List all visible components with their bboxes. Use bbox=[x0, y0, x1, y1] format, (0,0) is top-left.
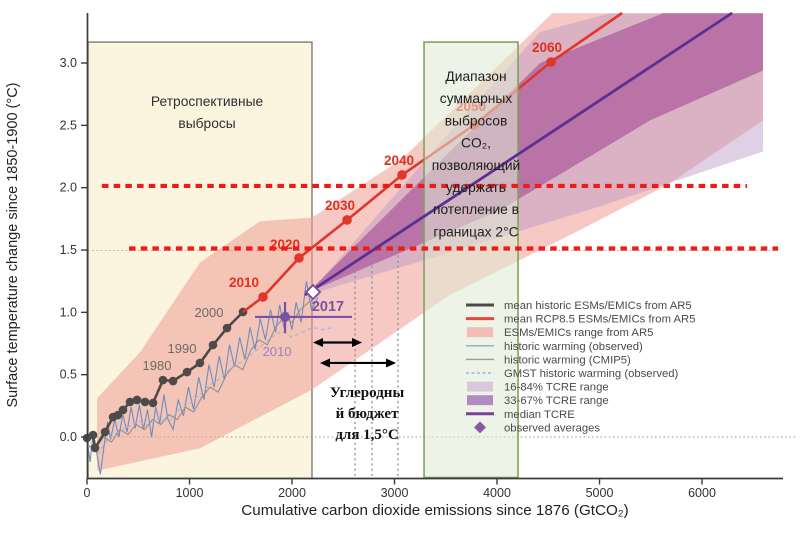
x-tick-label: 1000 bbox=[176, 486, 204, 500]
gmst-warming-line bbox=[87, 326, 334, 456]
year-label: 2010 bbox=[229, 275, 259, 290]
observed-warming-line bbox=[87, 281, 319, 475]
retrospective-emissions-label: Ретроспективные выбросы bbox=[151, 94, 264, 131]
historic-wiggle-lines bbox=[87, 281, 334, 475]
rcp85-decade-dot bbox=[342, 215, 352, 225]
x-tick-label: 6000 bbox=[688, 486, 716, 500]
carbon-budget-label-line: для 1,5°C bbox=[335, 427, 398, 443]
carbon-budget-label-line: й бюджет bbox=[336, 406, 399, 422]
year-label: 1980 bbox=[143, 358, 172, 373]
observed-averages-markers bbox=[255, 283, 352, 334]
co2-range-label-line: Диапазон bbox=[445, 69, 506, 84]
legend-label: historic warming (CMIP5) bbox=[504, 354, 631, 366]
historic-decade-dot bbox=[88, 430, 98, 440]
legend-label: 16-84% TCRE range bbox=[504, 382, 609, 394]
rcp85-decade-dot bbox=[258, 292, 268, 302]
year-label: 2000 bbox=[195, 305, 224, 320]
legend-label: mean historic ESMs/EMICs from AR5 bbox=[504, 300, 692, 312]
year-label: 2060 bbox=[532, 40, 562, 55]
y-axis-title: Surface temperature change since 1850-19… bbox=[5, 83, 21, 408]
co2-range-label-line: суммарных bbox=[440, 91, 512, 106]
x-tick-label: 4000 bbox=[483, 486, 511, 500]
x-axis-title: Cumulative carbon dioxide emissions sinc… bbox=[241, 502, 628, 519]
year-label: 2020 bbox=[270, 237, 300, 252]
arrowhead-left bbox=[319, 358, 330, 368]
y-tick-label: 0.0 bbox=[60, 430, 77, 444]
x-tick-label: 3000 bbox=[381, 486, 409, 500]
carbon-budget-vlines bbox=[354, 245, 399, 479]
legend-label: observed averages bbox=[504, 422, 600, 434]
observed-2010-diamond bbox=[278, 310, 292, 324]
historic-decade-dot bbox=[195, 358, 205, 368]
cmip5-warming-line bbox=[87, 294, 319, 451]
legend-swatch-rect bbox=[467, 327, 493, 338]
carbon-budget-arrows bbox=[313, 338, 397, 368]
historic-decade-dot bbox=[125, 397, 135, 407]
legend: mean historic ESMs/EMICs from AR5 mean RC… bbox=[466, 300, 695, 434]
tick-labels: 0 1000 2000 3000 4000 5000 6000 0.0 0.5 1.0 1.5 2.0… bbox=[60, 56, 716, 500]
year-label: 2017 bbox=[312, 299, 344, 315]
carbon-budget-label: Углеродны й бюджет для 1,5°C bbox=[330, 385, 405, 443]
legend-label: historic warming (observed) bbox=[504, 341, 643, 353]
legend-label: ESMs/EMICs range from AR5 bbox=[504, 327, 653, 339]
co2-range-label-line: CO₂, bbox=[461, 136, 491, 151]
x-tick-label: 5000 bbox=[586, 486, 614, 500]
historic-decade-dot bbox=[168, 376, 178, 386]
legend-label: mean RCP8.5 ESMs/EMICs from AR5 bbox=[504, 314, 695, 326]
historic-decade-dot bbox=[158, 375, 168, 385]
y-tick-label: 3.0 bbox=[60, 56, 77, 70]
historic-decade-dot bbox=[182, 367, 192, 377]
co2-range-label-line: выбросов bbox=[445, 113, 508, 128]
historic-decade-dot bbox=[90, 443, 100, 453]
rcp85-decade-dot bbox=[397, 170, 407, 180]
historic-decade-dot bbox=[148, 398, 158, 408]
y-tick-label: 1.0 bbox=[60, 305, 77, 319]
y-tick-label: 0.5 bbox=[60, 368, 77, 382]
historic-decade-dot bbox=[140, 397, 150, 407]
retrospective-emissions-label-line: выбросы bbox=[178, 116, 235, 131]
x-tick-label: 0 bbox=[84, 486, 91, 500]
historic-decade-dot bbox=[118, 405, 128, 415]
co2-range-label-line: потепление в bbox=[433, 202, 519, 217]
arrowhead-left bbox=[313, 338, 324, 348]
x-tick-label: 2000 bbox=[278, 486, 306, 500]
co2-range-label-line: границах 2°C bbox=[433, 224, 518, 239]
axes bbox=[86, 13, 783, 480]
observed-2017-diamond bbox=[304, 283, 322, 301]
tick-marks bbox=[81, 62, 703, 485]
y-tick-label: 2.5 bbox=[60, 118, 77, 132]
legend-label: GMST historic warming (observed) bbox=[504, 368, 679, 380]
historic-decade-dot bbox=[100, 427, 110, 437]
tcre-33-67-band bbox=[308, 13, 763, 293]
rcp85-decade-dot bbox=[294, 253, 304, 263]
legend-swatch-rect bbox=[467, 395, 493, 406]
legend-label: 33-67% TCRE range bbox=[504, 395, 609, 407]
arrowhead-right bbox=[352, 338, 363, 348]
historic-decade-dot bbox=[222, 323, 232, 333]
co2-range-label: Диапазон суммарных выбросов CO₂, позволяющий… bbox=[432, 69, 521, 239]
legend-swatch-rect bbox=[467, 381, 493, 392]
co2-range-label-line: позволяющий bbox=[432, 158, 521, 173]
co2-range-label-line: удержать bbox=[446, 180, 506, 195]
arrowhead-right bbox=[386, 358, 397, 368]
year-label: 2030 bbox=[325, 198, 355, 213]
legend-swatch-diamond bbox=[474, 421, 486, 434]
year-label: 2040 bbox=[384, 153, 414, 168]
y-tick-label: 1.5 bbox=[60, 243, 77, 257]
year-labels: 2010202020302040205020601980199020002017… bbox=[143, 40, 563, 373]
historic-decade-dot bbox=[208, 340, 218, 350]
historic-mean-line bbox=[82, 307, 248, 453]
year-label: 1990 bbox=[168, 341, 197, 356]
carbon-budget-label-line: Углеродны bbox=[330, 385, 405, 401]
y-tick-label: 2.0 bbox=[60, 181, 77, 195]
year-label: 2010 bbox=[263, 344, 292, 359]
legend-label: median TCRE bbox=[504, 409, 575, 421]
rcp85-decade-dot bbox=[546, 57, 556, 67]
historic-decade-dot bbox=[132, 395, 142, 405]
median-tcre-line bbox=[304, 11, 733, 297]
retrospective-emissions-label-line: Ретроспективные bbox=[151, 94, 264, 109]
